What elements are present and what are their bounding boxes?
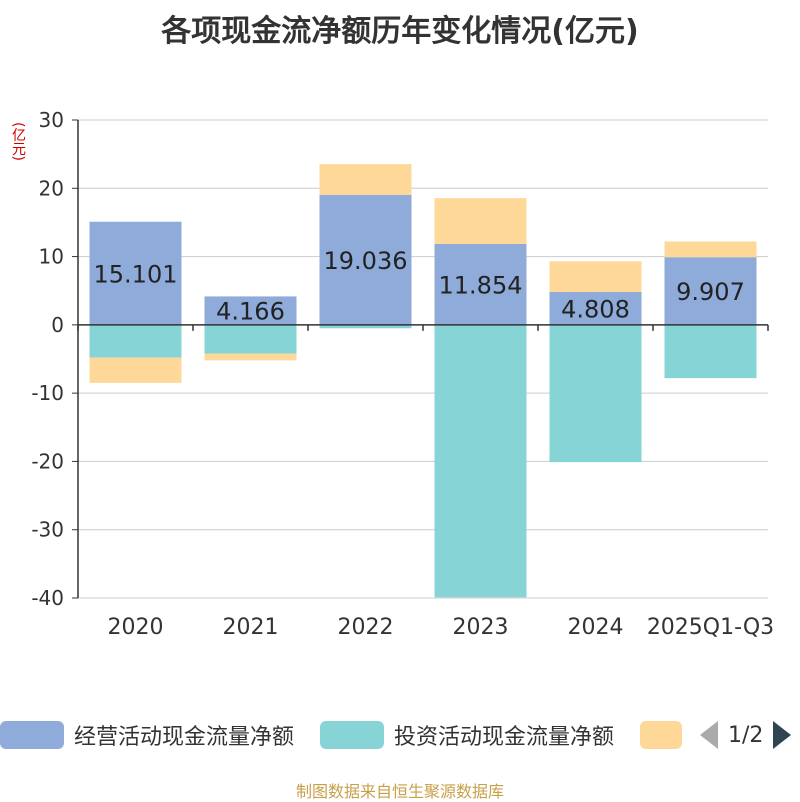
bar-data-label: 9.907: [676, 278, 745, 306]
bar-financing: [89, 357, 182, 383]
x-tick-label: 2021: [223, 615, 279, 640]
bar-operating: [89, 221, 182, 325]
bar-operating: [549, 292, 642, 325]
legend-prev-page-button[interactable]: [700, 721, 718, 749]
data-source-note: 制图数据来自恒生聚源数据库: [295, 782, 504, 801]
y-tick-label: 30: [39, 108, 64, 132]
y-tick-label: 0: [51, 313, 64, 337]
legend-next-page-button[interactable]: [773, 721, 792, 749]
legend-label-investing: 投资活动现金流量净额: [394, 725, 615, 750]
legend-pager: 1/2: [700, 718, 792, 752]
bar-financing: [664, 241, 757, 258]
bar-financing: [434, 198, 527, 244]
legend-item-operating[interactable]: 经营活动现金流量净额: [0, 718, 294, 752]
bar-data-label: 4.166: [216, 298, 285, 326]
legend-swatch-investing: [320, 721, 384, 749]
bar-data-label: 4.808: [561, 295, 630, 323]
y-tick-label: -10: [31, 381, 64, 405]
legend-item-investing[interactable]: 投资活动现金流量净额: [320, 718, 614, 752]
bar-data-label: 11.854: [439, 271, 523, 299]
bar-investing: [664, 324, 757, 379]
legend-item-financing[interactable]: [640, 718, 682, 752]
bar-operating: [434, 243, 527, 325]
bar-investing: [434, 324, 527, 598]
y-tick-label: 10: [39, 245, 64, 269]
bar-investing: [549, 324, 642, 463]
chart-title: 各项现金流净额历年变化情况(亿元): [161, 14, 639, 49]
y-tick-label: -20: [31, 449, 64, 473]
y-tick-label: 20: [39, 176, 64, 200]
bar-investing: [89, 324, 182, 358]
legend-label-operating: 经营活动现金流量净额: [74, 725, 295, 750]
bar-financing: [204, 353, 297, 361]
y-tick-label: -40: [31, 586, 64, 610]
bar-operating: [204, 296, 297, 325]
legend-swatch-operating: [0, 721, 64, 749]
x-tick-label: 2023: [453, 615, 509, 640]
y-tick-label: -30: [31, 518, 64, 542]
legend-page-indicator: 1/2: [728, 722, 764, 748]
bar-investing: [204, 324, 297, 354]
x-tick-label: 2022: [338, 615, 394, 640]
bar-data-label: 15.101: [94, 260, 178, 288]
legend: 经营活动现金流量净额 投资活动现金流量净额 1/2: [0, 718, 800, 752]
bar-investing: [319, 324, 412, 329]
bar-operating: [664, 257, 757, 325]
x-tick-label: 2020: [108, 615, 164, 640]
x-tick-label: 2025Q1-Q3: [647, 615, 774, 640]
legend-swatch-financing: [640, 721, 682, 749]
bar-financing: [549, 261, 642, 293]
x-tick-label: 2024: [568, 615, 624, 640]
y-axis-unit-label: (亿元): [10, 122, 26, 161]
bar-data-label: 19.036: [324, 247, 408, 275]
bar-operating: [319, 194, 412, 325]
bar-financing: [319, 164, 412, 195]
stacked-bar-chart: 30 20 10 0 -10 -20 -30 -40 15.101 2020 4.166 2021 19…: [31, 108, 774, 640]
